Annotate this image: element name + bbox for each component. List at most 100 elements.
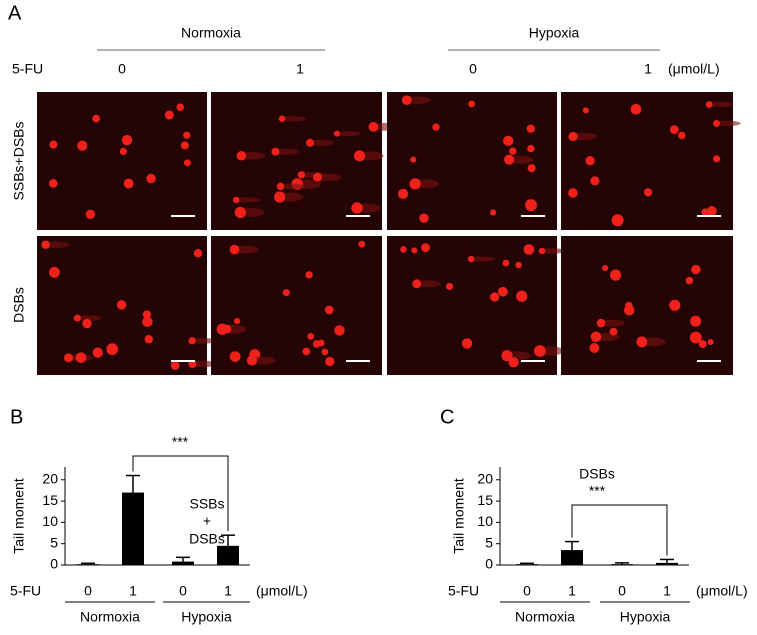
cell xyxy=(636,336,648,348)
cell xyxy=(142,310,151,319)
x-tick-label: 1 xyxy=(568,583,576,599)
cell xyxy=(689,331,702,344)
y-tick-label: 10 xyxy=(477,513,493,529)
cell xyxy=(92,347,103,358)
annotation: DSBs xyxy=(579,466,615,482)
unit-label: (μmol/L) xyxy=(256,583,308,599)
comet-tail xyxy=(467,256,496,262)
cell xyxy=(305,271,313,279)
cell xyxy=(282,289,290,297)
cell xyxy=(170,361,180,370)
annotation: SSBs xyxy=(189,496,224,512)
significance-bracket xyxy=(132,455,229,532)
y-tick-label: 20 xyxy=(42,470,58,486)
cell xyxy=(698,340,707,349)
cell xyxy=(41,240,50,249)
cell xyxy=(77,140,88,151)
cell xyxy=(669,299,681,311)
y-axis-label: Tail moment xyxy=(451,478,467,554)
cell xyxy=(333,130,341,137)
cell xyxy=(106,343,119,356)
cell xyxy=(85,209,96,220)
cell xyxy=(467,255,475,263)
cell xyxy=(358,240,366,248)
cell xyxy=(411,247,418,254)
cell xyxy=(302,347,311,356)
cell xyxy=(609,269,622,281)
cell xyxy=(712,155,721,163)
group-label: Hypoxia xyxy=(181,609,232,625)
cell xyxy=(501,350,513,362)
cell xyxy=(590,176,600,186)
cell xyxy=(525,199,537,212)
cell xyxy=(229,351,241,363)
micrograph xyxy=(561,236,733,375)
cell xyxy=(236,150,247,161)
cell xyxy=(119,147,127,155)
x-tick-label: 1 xyxy=(663,583,671,599)
cell xyxy=(502,135,514,147)
bar xyxy=(656,562,678,565)
cell xyxy=(419,213,429,223)
row-label: SSBs+DSBs xyxy=(11,122,27,201)
cell xyxy=(321,348,329,356)
cell xyxy=(534,345,546,357)
comet-tail xyxy=(278,116,307,122)
cell xyxy=(271,147,280,156)
x-axis-label: 5-FU xyxy=(448,583,479,599)
x-axis-label: 5-FU xyxy=(10,583,41,599)
dose-label: 1 xyxy=(644,61,652,77)
cell xyxy=(691,264,701,275)
annotation: DSBs xyxy=(189,531,225,547)
cell xyxy=(305,138,314,147)
cell xyxy=(123,178,134,189)
cell xyxy=(611,214,624,227)
panel-label: A xyxy=(8,2,22,24)
panel-label: B xyxy=(10,406,23,428)
cell xyxy=(502,259,510,267)
cell xyxy=(312,172,322,182)
cell xyxy=(468,100,476,108)
cell xyxy=(49,140,58,149)
cell xyxy=(489,292,500,302)
cell xyxy=(324,305,334,315)
micrographs xyxy=(37,92,741,375)
cell xyxy=(48,179,58,188)
cell xyxy=(526,124,535,133)
group-label: Normoxia xyxy=(80,609,140,625)
y-tick-label: 15 xyxy=(477,492,493,508)
cell xyxy=(685,276,694,285)
bar xyxy=(122,492,144,565)
y-tick-label: 0 xyxy=(485,556,493,572)
cell xyxy=(596,318,606,328)
cell xyxy=(508,357,519,368)
x-tick-label: 1 xyxy=(129,583,137,599)
cell xyxy=(146,173,156,184)
cell xyxy=(334,325,345,336)
cell xyxy=(246,355,257,366)
cell xyxy=(92,114,101,123)
x-tick-label: 0 xyxy=(618,583,626,599)
significance-bracket xyxy=(571,504,668,556)
cell xyxy=(527,144,535,153)
cell xyxy=(121,134,133,146)
cell xyxy=(412,279,422,289)
y-axis-label: Tail moment xyxy=(11,478,27,554)
bar xyxy=(516,564,538,565)
cell xyxy=(515,261,522,269)
cell xyxy=(490,209,497,216)
cell xyxy=(690,315,702,327)
cell xyxy=(368,121,379,132)
comet-tail xyxy=(538,248,567,254)
cell xyxy=(509,147,517,155)
bar xyxy=(561,550,583,565)
treatment-label: 5-FU xyxy=(12,61,43,77)
cell xyxy=(82,318,92,329)
annotation: *** xyxy=(589,483,606,499)
cell xyxy=(538,247,546,255)
y-tick-label: 15 xyxy=(42,492,58,508)
cell xyxy=(643,188,653,197)
cell xyxy=(705,101,713,108)
cell xyxy=(297,171,306,179)
